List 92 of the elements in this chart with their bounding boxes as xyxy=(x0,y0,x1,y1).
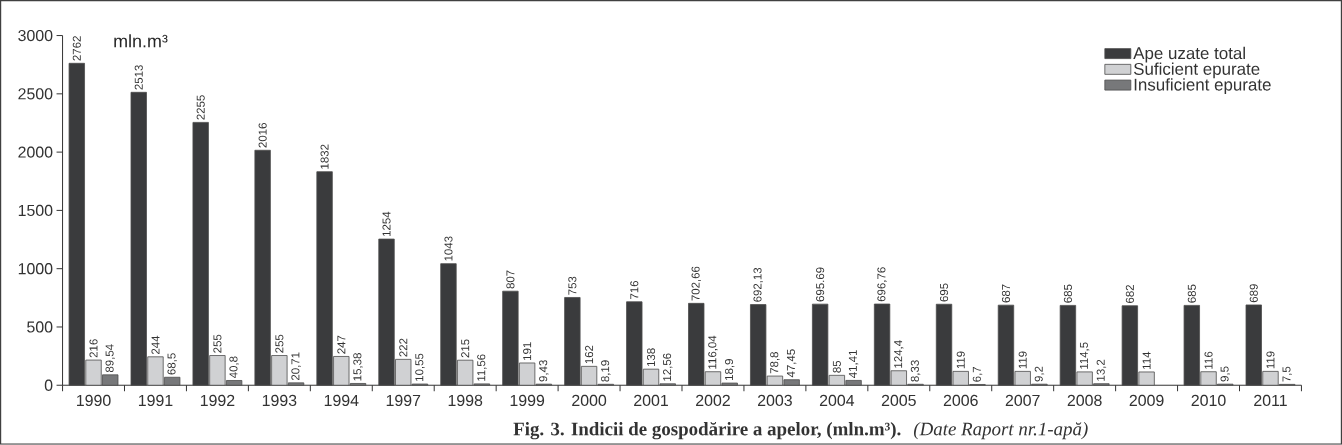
data-label: 114 xyxy=(1142,351,1151,369)
data-label: 2762 xyxy=(72,36,81,61)
x-tick-label: 2006 xyxy=(943,394,978,407)
data-label: 702,66 xyxy=(691,266,701,301)
data-label: 716 xyxy=(630,281,639,300)
data-label: 68,5 xyxy=(167,353,177,375)
data-label: 685 xyxy=(1063,284,1072,303)
data-label: 41,41 xyxy=(848,350,859,379)
data-label: 2255 xyxy=(196,95,205,120)
x-tick-label: 2000 xyxy=(572,394,607,407)
data-label: 138 xyxy=(646,348,656,367)
data-label: 685 xyxy=(1187,284,1196,303)
data-label: 6,7 xyxy=(972,367,983,382)
data-label: 7,5 xyxy=(1282,366,1292,382)
data-label: 687 xyxy=(1001,284,1011,303)
data-label: 1043 xyxy=(444,236,453,261)
x-tick-label: 1998 xyxy=(448,394,483,407)
data-label: 222 xyxy=(399,338,408,357)
data-label: 244 xyxy=(151,335,160,355)
data-label: 119 xyxy=(1266,351,1275,369)
legend-label: Ape uzate total xyxy=(1133,46,1245,63)
data-label: 9,5 xyxy=(1220,366,1230,382)
text: Fig. 3. Indicii de gospodărire a apelor, (mln.m³). xyxy=(513,421,901,440)
y-tick-label: 0 xyxy=(44,379,53,391)
data-label: 8,33 xyxy=(910,360,921,382)
x-tick-label: 1993 xyxy=(262,394,297,407)
data-label: 89,54 xyxy=(105,344,115,373)
data-label: 20,71 xyxy=(291,352,301,381)
data-label: 2513 xyxy=(134,65,143,90)
data-label: 119 xyxy=(956,351,965,369)
data-label: 47,45 xyxy=(786,349,797,378)
x-tick-label: 2003 xyxy=(758,394,792,407)
y-tick-label: 3000 xyxy=(18,30,53,42)
x-tick-label: 2005 xyxy=(881,394,916,407)
data-label: 11,56 xyxy=(477,354,487,381)
x-tick-label: 2008 xyxy=(1067,394,1102,407)
data-label: 40,8 xyxy=(229,356,239,379)
x-tick-label: 1991 xyxy=(138,394,173,407)
data-label: 10,55 xyxy=(415,353,425,382)
data-label: 12,56 xyxy=(663,353,673,381)
data-label: 191 xyxy=(523,342,532,361)
data-label: 9,43 xyxy=(539,360,549,382)
data-label: 15,38 xyxy=(353,353,363,381)
data-label: 216 xyxy=(89,339,98,358)
x-tick-label: 2011 xyxy=(1254,394,1287,407)
x-tick-label: 2001 xyxy=(634,394,668,407)
data-label: 78,8 xyxy=(770,352,780,374)
x-tick-label: 1992 xyxy=(200,394,235,407)
x-tick-label: 2010 xyxy=(1191,394,1226,407)
data-label: 85 xyxy=(832,360,841,373)
x-tick-label: 2002 xyxy=(696,394,730,407)
data-label: 807 xyxy=(506,270,515,289)
data-label: 689 xyxy=(1249,284,1258,303)
data-label: 119 xyxy=(1018,351,1027,369)
data-label: 116,04 xyxy=(708,335,718,369)
data-label: 255 xyxy=(213,334,222,353)
data-label: 255 xyxy=(275,334,284,353)
x-tick-label: 1997 xyxy=(386,394,421,407)
data-label: 13,2 xyxy=(1096,359,1107,381)
data-label: 8,19 xyxy=(601,360,611,382)
data-label: 2016 xyxy=(258,123,267,148)
y-tick-label: 1500 xyxy=(18,204,53,217)
data-label: 1254 xyxy=(382,211,391,237)
x-tick-label: 1999 xyxy=(510,394,545,407)
y-tick-label: 500 xyxy=(27,321,53,333)
data-label: 1832 xyxy=(320,144,329,169)
data-label: 247 xyxy=(337,335,346,354)
y-axis-title: mln.m³ xyxy=(114,34,168,48)
y-tick-label: 2000 xyxy=(18,146,53,158)
data-label: 18,9 xyxy=(724,359,735,381)
x-tick-label: 1990 xyxy=(77,394,111,407)
data-label: 682 xyxy=(1125,285,1134,304)
data-label: 692,13 xyxy=(753,267,763,302)
y-tick-label: 2500 xyxy=(18,88,53,100)
x-tick-label: 2009 xyxy=(1129,394,1164,407)
data-label: 695 xyxy=(939,283,949,302)
data-label: 116 xyxy=(1204,351,1213,369)
data-label: 114,5 xyxy=(1079,342,1090,369)
data-label: 753 xyxy=(568,276,577,295)
x-tick-label: 2004 xyxy=(819,394,855,407)
data-label: 215 xyxy=(461,339,470,358)
x-tick-label: 1994 xyxy=(324,394,359,407)
data-label: 162 xyxy=(585,345,594,364)
x-tick-label: 2007 xyxy=(1005,394,1040,407)
data-label: 9,2 xyxy=(1034,366,1045,382)
text: (Date Raport nr.1-apă) xyxy=(913,422,1088,440)
legend-label: Suficient epurate xyxy=(1133,62,1260,79)
legend-label: Insuficient epurate xyxy=(1134,78,1271,95)
y-tick-label: 1000 xyxy=(18,263,53,275)
data-label: 696,76 xyxy=(877,267,887,302)
data-label: 124,4 xyxy=(894,340,904,368)
data-label: 695.69 xyxy=(816,267,825,302)
